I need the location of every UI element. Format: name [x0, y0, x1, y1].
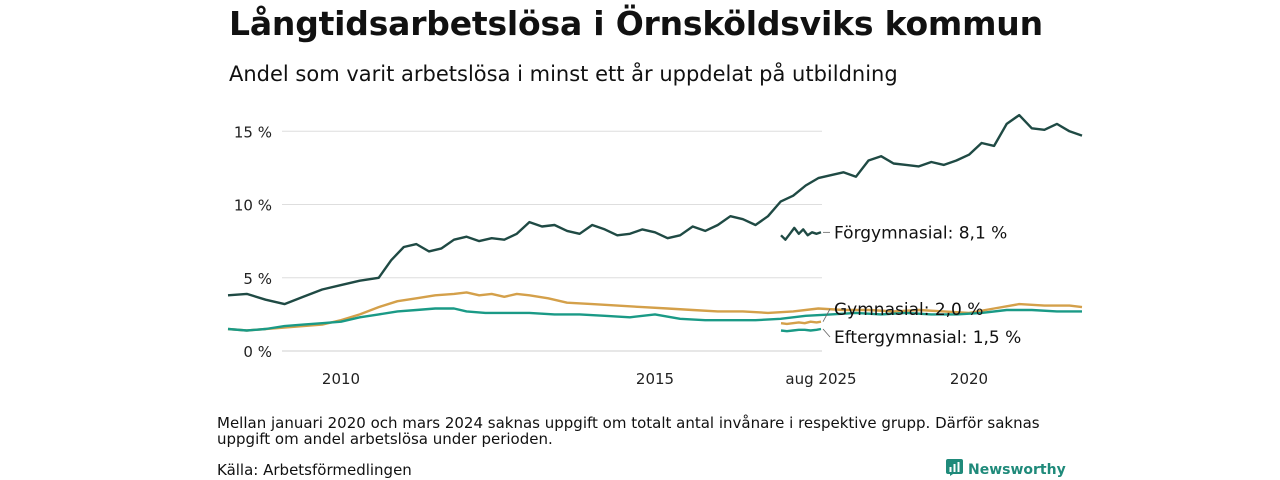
y-tick-label: 15 %	[234, 123, 272, 141]
x-axis-tick-labels: 2010 2015 2020 aug 2025	[322, 370, 988, 388]
chart-subtitle: Andel som varit arbetslösa i minst ett å…	[229, 62, 898, 86]
gridlines	[282, 130, 822, 352]
brand-name: Newsworthy	[968, 461, 1066, 478]
label-leader-line	[822, 308, 831, 322]
footnote: Mellan januari 2020 och mars 2024 saknas…	[217, 414, 1040, 448]
series-end-label: Eftergymnasial: 1,5 %	[834, 328, 1021, 348]
chart-title: Långtidsarbetslösa i Örnsköldsviks kommu…	[229, 4, 1043, 43]
series-line-eftergymnasial	[227, 307, 1082, 332]
series-lines	[227, 113, 1083, 333]
y-tick-label: 5 %	[243, 270, 272, 288]
series-latest-gymnasial	[780, 320, 822, 326]
series-end-label: Förgymnasial: 8,1 %	[834, 223, 1007, 243]
series-latest-förgymnasial	[780, 226, 822, 241]
y-tick-label: 0 %	[243, 343, 272, 361]
label-leader-line	[822, 328, 831, 338]
series-end-labels: Förgymnasial: 8,1 % Gymnasial: 2,0 % Efter…	[822, 223, 1021, 348]
y-axis-tick-labels: 0 % 5 % 10 % 15 %	[234, 123, 272, 361]
series-latest-eftergymnasial	[780, 327, 822, 333]
y-tick-label: 10 %	[234, 197, 272, 215]
series-end-label: Gymnasial: 2,0 %	[834, 300, 983, 320]
brand-logo[interactable]: Newsworthy	[946, 459, 1066, 480]
line-chart: 0 % 5 % 10 % 15 % 2010 2015 2020 aug 2025 Förg…	[227, 113, 1083, 388]
x-tick-label: 2020	[950, 370, 988, 388]
series-line-gymnasial	[227, 291, 1083, 332]
x-tick-label: 2010	[322, 370, 360, 388]
newsworthy-logo-icon	[946, 459, 963, 480]
x-tick-label: 2015	[636, 370, 674, 388]
x-tick-label-latest: aug 2025	[785, 370, 856, 388]
source-credit: Källa: Arbetsförmedlingen	[217, 461, 412, 479]
series-line-förgymnasial	[227, 113, 1083, 306]
